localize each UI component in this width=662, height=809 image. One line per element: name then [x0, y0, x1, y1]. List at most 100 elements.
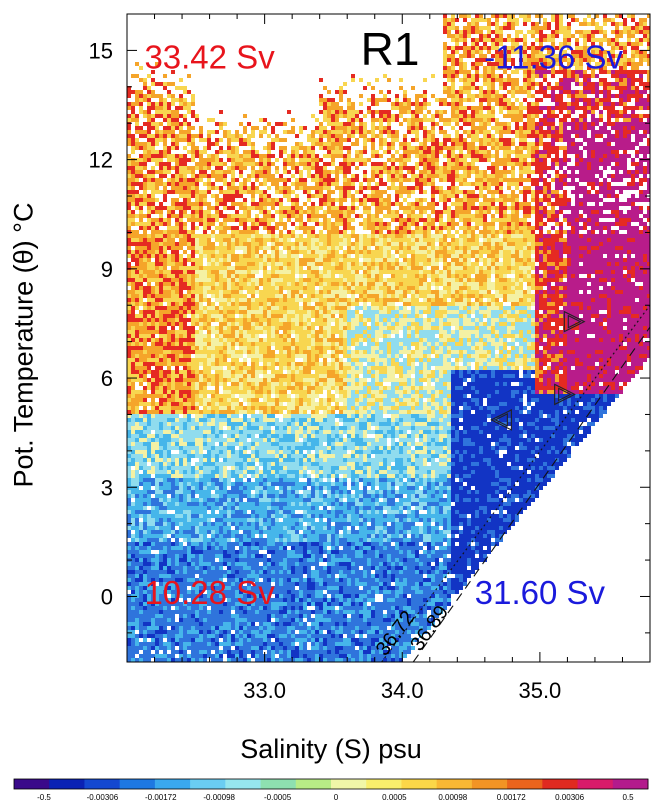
- heat-cell: [595, 226, 599, 230]
- heat-cell: [295, 182, 299, 186]
- heat-cell: [411, 246, 415, 250]
- heat-cell: [211, 154, 215, 158]
- heat-cell: [451, 166, 455, 170]
- heat-cell: [331, 134, 335, 138]
- heat-cell: [631, 106, 635, 110]
- heat-cell: [435, 258, 439, 262]
- heat-cell: [315, 186, 319, 190]
- heat-cell: [631, 62, 635, 66]
- heat-cell: [511, 250, 515, 254]
- heat-cell: [163, 130, 167, 134]
- heat-cell: [639, 138, 643, 142]
- heat-cell: [163, 114, 167, 118]
- heat-cell: [511, 198, 515, 202]
- heat-cell: [479, 54, 483, 58]
- heat-cell: [175, 146, 179, 150]
- heat-cell: [203, 174, 207, 178]
- heat-cell: [303, 190, 307, 194]
- heat-cell: [427, 182, 431, 186]
- heat-cell: [423, 138, 427, 142]
- heat-cell: [591, 122, 595, 126]
- heat-cell: [607, 206, 611, 210]
- heat-cell: [403, 166, 407, 170]
- heat-cell: [223, 202, 227, 206]
- heat-cell: [251, 158, 255, 162]
- heat-cell: [527, 210, 531, 214]
- heat-cell: [203, 210, 207, 214]
- heat-cell: [543, 122, 547, 126]
- heat-cell: [215, 122, 219, 126]
- heat-cell: [231, 202, 235, 206]
- heat-cell: [487, 34, 491, 38]
- heat-cell: [539, 26, 543, 30]
- heat-cell: [171, 182, 175, 186]
- heat-cell: [511, 238, 515, 242]
- heat-cell: [355, 130, 359, 134]
- heat-cell: [247, 238, 251, 242]
- heat-cell: [547, 234, 551, 238]
- heat-cell: [499, 186, 503, 190]
- heat-cell: [223, 250, 227, 254]
- heat-cell: [639, 234, 643, 238]
- heat-cell: [215, 166, 219, 170]
- heat-cell: [395, 186, 399, 190]
- heat-cell: [151, 194, 155, 198]
- heat-cell: [267, 146, 271, 150]
- heat-cell: [363, 138, 367, 142]
- heat-cell: [399, 214, 403, 218]
- heat-cell: [531, 82, 535, 86]
- heat-cell: [647, 182, 650, 186]
- heat-cell: [587, 110, 591, 114]
- heat-cell: [135, 146, 139, 150]
- heat-cell: [475, 170, 479, 174]
- heat-cell: [615, 86, 619, 90]
- heat-cell: [219, 250, 223, 254]
- heat-cell: [279, 178, 283, 182]
- heat-cell: [443, 238, 447, 242]
- heat-cell: [559, 158, 563, 162]
- heat-cell: [319, 134, 323, 138]
- heat-cell: [547, 70, 551, 74]
- heat-cell: [591, 90, 595, 94]
- heat-cell: [447, 178, 451, 182]
- heat-cell: [135, 178, 139, 182]
- heat-cell: [199, 202, 203, 206]
- heat-cell: [479, 146, 483, 150]
- heat-cell: [167, 218, 171, 222]
- heat-cell: [471, 150, 475, 154]
- heat-cell: [511, 18, 515, 22]
- heat-cell: [467, 134, 471, 138]
- heat-cell: [147, 86, 151, 90]
- heat-cell: [523, 226, 527, 230]
- heat-cell: [531, 94, 535, 98]
- heat-cell: [619, 70, 623, 74]
- heat-cell: [539, 174, 543, 178]
- heat-cell: [371, 166, 375, 170]
- heat-cell: [479, 222, 483, 226]
- heat-cell: [279, 198, 283, 202]
- heat-cell: [623, 46, 627, 50]
- heat-cell: [551, 34, 555, 38]
- heat-cell: [223, 258, 227, 262]
- heat-cell: [543, 254, 547, 258]
- heat-cell: [439, 126, 443, 130]
- heat-cell: [187, 90, 191, 94]
- heat-cell: [563, 178, 567, 182]
- heat-cell: [159, 106, 163, 110]
- heat-cell: [143, 226, 147, 230]
- heat-cell: [387, 150, 391, 154]
- heat-cell: [263, 202, 267, 206]
- heat-cell: [591, 222, 595, 226]
- heat-cell: [423, 106, 427, 110]
- heat-cell: [575, 18, 579, 22]
- heat-cell: [267, 222, 271, 226]
- heat-cell: [323, 258, 327, 262]
- heat-cell: [259, 134, 263, 138]
- heat-cell: [627, 42, 631, 46]
- heat-cell: [335, 206, 339, 210]
- heat-cell: [615, 78, 619, 82]
- heat-cell: [147, 154, 151, 158]
- heat-cell: [591, 242, 595, 246]
- heat-cell: [567, 114, 571, 118]
- heat-cell: [375, 226, 379, 230]
